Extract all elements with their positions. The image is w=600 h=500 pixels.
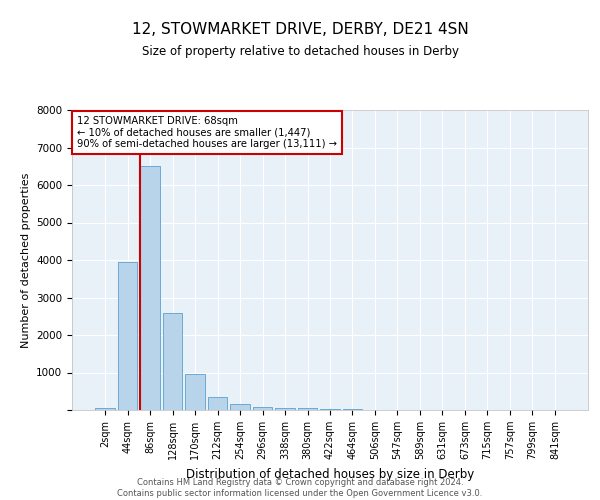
X-axis label: Distribution of detached houses by size in Derby: Distribution of detached houses by size … bbox=[186, 468, 474, 480]
Text: Contains HM Land Registry data © Crown copyright and database right 2024.
Contai: Contains HM Land Registry data © Crown c… bbox=[118, 478, 482, 498]
Text: 12, STOWMARKET DRIVE, DERBY, DE21 4SN: 12, STOWMARKET DRIVE, DERBY, DE21 4SN bbox=[131, 22, 469, 38]
Bar bbox=[208, 397, 227, 410]
Text: Size of property relative to detached houses in Derby: Size of property relative to detached ho… bbox=[142, 45, 458, 58]
Bar bbox=[95, 408, 115, 410]
Bar bbox=[253, 407, 272, 410]
Bar bbox=[320, 409, 340, 410]
Bar bbox=[230, 404, 250, 410]
Bar bbox=[275, 408, 295, 410]
Bar bbox=[298, 408, 317, 410]
Text: 12 STOWMARKET DRIVE: 68sqm
← 10% of detached houses are smaller (1,447)
90% of s: 12 STOWMARKET DRIVE: 68sqm ← 10% of deta… bbox=[77, 116, 337, 149]
Bar bbox=[140, 166, 160, 410]
Bar bbox=[163, 312, 182, 410]
Bar bbox=[118, 262, 137, 410]
Y-axis label: Number of detached properties: Number of detached properties bbox=[20, 172, 31, 348]
Bar bbox=[185, 374, 205, 410]
Bar bbox=[343, 409, 362, 410]
